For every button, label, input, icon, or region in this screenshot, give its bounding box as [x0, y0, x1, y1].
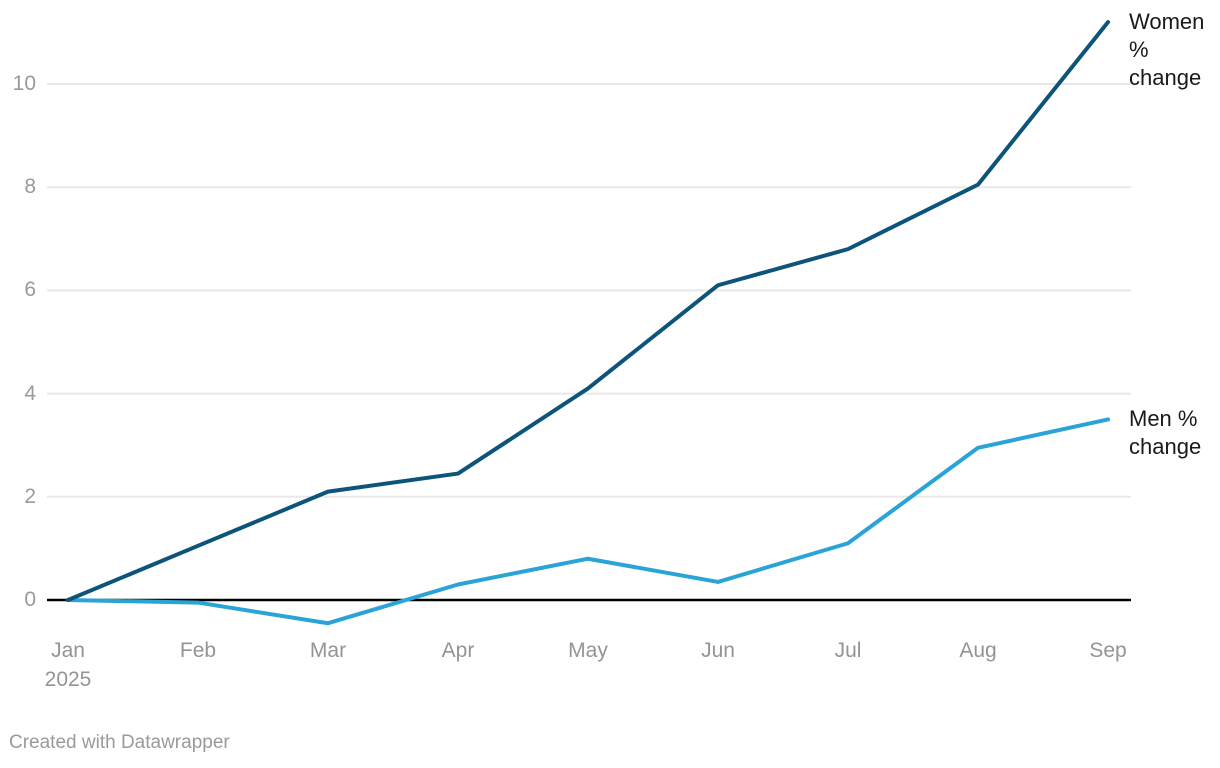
- x-tick-month: Apr: [441, 639, 475, 662]
- x-tick-month: Feb: [179, 639, 217, 662]
- x-tick-month: Jun: [701, 639, 735, 662]
- y-tick-label-2: 2: [24, 484, 36, 508]
- series-label-women-change: Women % change: [1129, 9, 1205, 91]
- x-tick-label-aug: Aug: [959, 636, 996, 665]
- x-tick-month: Mar: [309, 639, 347, 662]
- x-tick-month: Aug: [959, 639, 997, 662]
- x-tick-label-jun: Jun: [701, 636, 735, 665]
- x-tick-label-apr: Apr: [442, 636, 475, 665]
- datawrapper-credit: Created with Datawrapper: [9, 732, 230, 753]
- y-tick-label-10: 10: [12, 72, 36, 95]
- series-label-men-change: Men % change: [1129, 406, 1202, 460]
- x-tick-month: Jul: [834, 639, 862, 662]
- y-tick-label-4: 4: [24, 381, 36, 405]
- y-tick-label-6: 6: [24, 278, 36, 302]
- x-tick-label-sep: Sep: [1089, 636, 1126, 665]
- x-tick-label-may: May: [568, 636, 608, 665]
- x-tick-label-feb: Feb: [180, 636, 216, 665]
- x-tick-label-jan: Jan 2025: [45, 636, 92, 694]
- series-line-men-change: [66, 417, 1110, 626]
- x-tick-month: Jan: [51, 639, 85, 662]
- y-tick-label-8: 8: [24, 175, 36, 199]
- y-tick-label-0: 0: [24, 588, 36, 611]
- series-line-women-change: [66, 20, 1110, 602]
- x-tick-month: Sep: [1089, 639, 1127, 662]
- x-tick-month: May: [568, 639, 608, 662]
- x-tick-year: 2025: [44, 668, 92, 691]
- x-tick-label-mar: Mar: [310, 636, 346, 665]
- x-tick-label-jul: Jul: [835, 636, 862, 665]
